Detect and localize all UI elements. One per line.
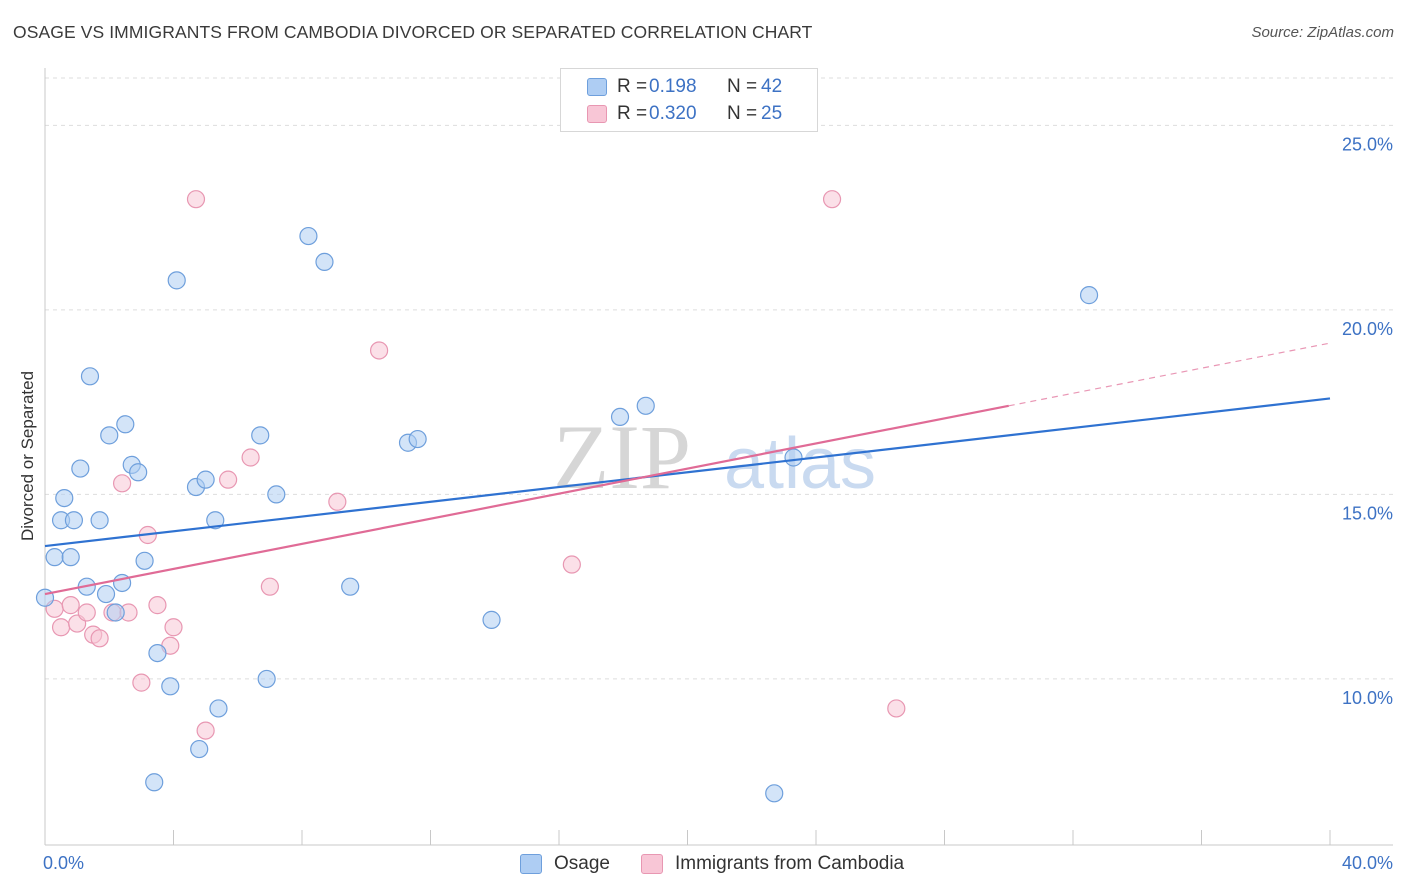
osage-point xyxy=(765,784,784,803)
cambodia-trend-extension xyxy=(1008,342,1331,407)
x-tick-label: 40.0% xyxy=(1342,853,1393,873)
cambodia-legend-label: Immigrants from Cambodia xyxy=(675,853,905,874)
cambodia-points xyxy=(45,190,906,740)
osage-point xyxy=(161,677,180,696)
stats-legend: R = 0.198 N = 42 R = 0.320 N = 25 xyxy=(560,68,818,132)
osage-point xyxy=(100,426,119,445)
cambodia-trend-line xyxy=(44,404,1009,596)
trend-lines xyxy=(44,342,1331,596)
osage-trend-line xyxy=(44,397,1331,548)
r-label: R = xyxy=(617,103,648,124)
osage-point xyxy=(148,643,167,663)
osage-point xyxy=(145,773,164,792)
osage-point xyxy=(71,459,90,478)
cambodia-point xyxy=(148,596,167,615)
osage-point xyxy=(482,610,501,629)
osage-point xyxy=(55,488,74,508)
osage-point xyxy=(96,584,116,604)
osage-point xyxy=(106,603,125,622)
cambodia-point xyxy=(370,341,389,360)
cambodia-point xyxy=(51,618,71,637)
osage-point xyxy=(341,577,360,596)
chart-title: OSAGE VS IMMIGRANTS FROM CAMBODIA DIVORC… xyxy=(13,22,813,42)
osage-point xyxy=(167,271,186,290)
cambodia-point xyxy=(61,596,80,615)
cambodia-swatch xyxy=(587,105,607,123)
legend-item-cambodia[interactable]: Immigrants from Cambodia xyxy=(641,852,904,876)
cambodia-point xyxy=(186,190,206,209)
osage-point xyxy=(90,511,109,530)
y-tick-label: 10.0% xyxy=(1342,688,1393,708)
cambodia-point xyxy=(132,673,151,692)
cambodia-point xyxy=(328,492,347,511)
osage-point xyxy=(80,367,100,386)
osage-point xyxy=(135,551,154,570)
osage-point xyxy=(784,448,803,467)
y-tick-label: 15.0% xyxy=(1342,503,1393,523)
tick-labels: 10.0% 15.0% 20.0% 25.0% 0.0% 40.0% xyxy=(43,134,1393,873)
osage-point xyxy=(45,548,64,567)
r-value: 0.320 xyxy=(649,103,697,124)
y-tick-label: 20.0% xyxy=(1342,319,1393,339)
osage-point xyxy=(64,511,84,530)
r-label: R = xyxy=(617,76,648,97)
n-value: 42 xyxy=(761,76,783,97)
cambodia-point xyxy=(112,474,132,493)
cambodia-point xyxy=(196,721,215,740)
n-value: 25 xyxy=(761,103,783,124)
osage-point xyxy=(257,669,276,689)
cambodia-point xyxy=(90,629,109,648)
cambodia-point xyxy=(260,577,279,596)
osage-point xyxy=(267,485,286,504)
osage-point xyxy=(196,470,215,489)
osage-point xyxy=(1079,286,1099,305)
legend-row-osage: R = 0.198 N = 42 xyxy=(587,75,782,99)
n-label: N = xyxy=(727,76,758,97)
cambodia-point xyxy=(822,190,842,209)
osage-point xyxy=(61,548,80,567)
osage-legend-label: Osage xyxy=(554,853,610,874)
osage-point xyxy=(129,463,148,482)
legend-item-osage[interactable]: Osage xyxy=(520,852,610,876)
osage-point xyxy=(206,511,225,530)
source-label: Source: ZipAtlas.com xyxy=(1251,24,1394,41)
osage-point xyxy=(190,739,209,759)
osage-point xyxy=(116,415,135,434)
x-tick-label: 0.0% xyxy=(43,853,84,873)
osage-point xyxy=(299,226,318,246)
cambodia-point xyxy=(887,699,906,718)
osage-point xyxy=(209,699,228,718)
r-value: 0.198 xyxy=(649,76,697,97)
cambodia-point xyxy=(219,470,238,489)
cambodia-swatch xyxy=(641,854,663,874)
osage-swatch xyxy=(520,854,542,874)
legend-row-cambodia: R = 0.320 N = 25 xyxy=(587,102,782,126)
grid-layer xyxy=(45,77,1393,680)
osage-swatch xyxy=(587,78,607,96)
y-tick-label: 25.0% xyxy=(1342,134,1393,154)
n-label: N = xyxy=(727,103,758,124)
cambodia-point xyxy=(562,555,581,574)
osage-points xyxy=(35,226,1099,803)
cambodia-point xyxy=(164,618,183,637)
cambodia-point xyxy=(241,448,260,467)
osage-point xyxy=(610,407,630,427)
osage-point xyxy=(315,252,334,272)
axis-layer xyxy=(44,68,1393,846)
cambodia-point xyxy=(77,603,96,622)
y-axis-label: Divorced or Separated xyxy=(18,371,37,541)
osage-point xyxy=(251,426,270,445)
osage-point xyxy=(408,429,427,449)
osage-point xyxy=(636,396,655,415)
